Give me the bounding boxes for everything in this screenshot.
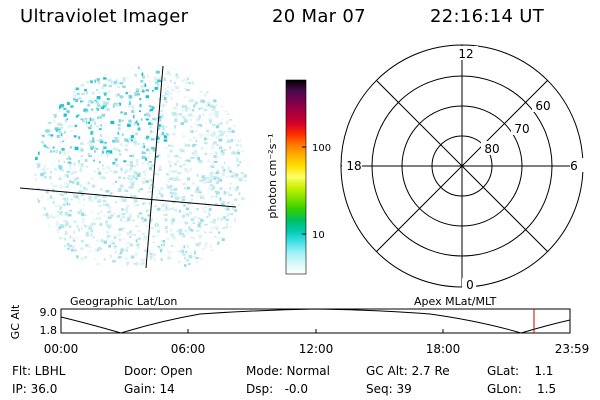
timeline-y-label: GC Alt	[9, 304, 22, 339]
time-label: 22:16:14 UT	[430, 6, 545, 27]
mlt-label-18: 18	[346, 159, 361, 173]
glat-info: GLat: 1.1	[487, 364, 554, 378]
timeline-left-label: Geographic Lat/Lon	[70, 295, 177, 308]
timeline-y-tick-low: 1.8	[40, 324, 58, 337]
lat-label-70: 70	[514, 122, 529, 136]
colorbar-tick-label-100: 100	[312, 143, 331, 154]
altitude-curve	[60, 308, 571, 334]
dsp-info: Dsp: -0.0	[246, 382, 309, 396]
polar-diag-2	[376, 80, 548, 252]
timeline-x-tick-4: 23:59	[555, 342, 590, 356]
filter-info: Flt: LBHL	[12, 364, 66, 378]
geo-parallel-line	[19, 187, 237, 208]
mlt-label-12: 12	[458, 47, 473, 61]
timeline-x-tick-1: 06:00	[171, 342, 206, 356]
colorbar-gradient	[285, 79, 307, 275]
geo-meridian-line	[145, 65, 164, 269]
date-label: 20 Mar 07	[272, 6, 366, 27]
timeline-x-tick-2: 12:00	[299, 342, 334, 356]
mlt-label-0: 0	[466, 278, 474, 292]
timeline-y-tick-high: 9.0	[40, 306, 58, 319]
timeline-right-label: Apex MLat/MLT	[414, 295, 497, 308]
mode-info: Mode: Normal	[246, 364, 330, 378]
app-title: Ultraviolet Imager	[20, 6, 189, 27]
lat-label-60: 60	[535, 99, 550, 113]
colorbar-tick-label-10: 10	[312, 230, 325, 241]
orbit-timeline: Geographic Lat/Lon Apex MLat/MLT GC Alt …	[9, 295, 590, 356]
auroral-image	[19, 65, 248, 269]
gc-alt-info: GC Alt: 2.7 Re	[366, 364, 450, 378]
glon-info: GLon: 1.5	[487, 382, 557, 396]
mlt-label-6: 6	[570, 159, 578, 173]
seq-info: Seq: 39	[366, 382, 412, 396]
timeline-x-tick-0: 00:00	[44, 342, 79, 356]
colorbar-unit-label: photon cm⁻²s⁻¹	[266, 133, 279, 218]
timeline-x-tick-3: 18:00	[426, 342, 461, 356]
ip-info: IP: 36.0	[12, 382, 58, 396]
lat-label-80: 80	[484, 142, 499, 156]
polar-plot: 12 18 6 0 60 70 80	[340, 44, 584, 292]
door-info: Door: Open	[124, 364, 193, 378]
colorbar: 100 10 photon cm⁻²s⁻¹	[266, 79, 331, 275]
gain-info: Gain: 14	[124, 382, 175, 396]
auroral-image-speckle	[34, 66, 248, 267]
